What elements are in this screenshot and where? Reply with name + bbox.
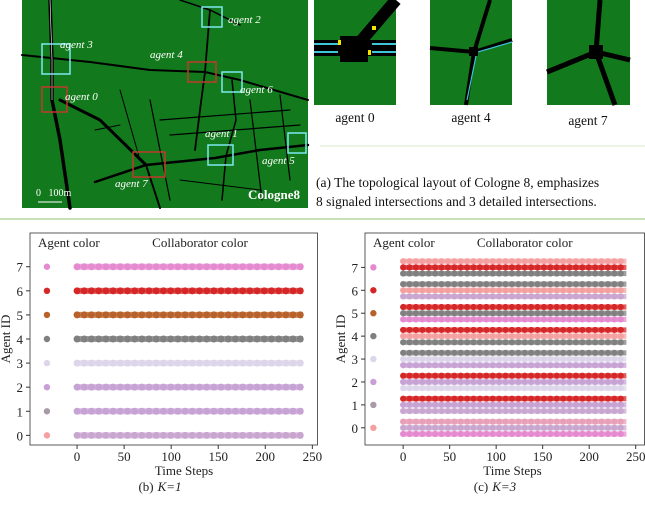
y-tick-label: 2	[17, 380, 24, 395]
scale-label: 0 100m	[36, 188, 72, 199]
x-axis-label: Time Steps	[155, 463, 213, 478]
collab-color-header: Collaborator color	[477, 235, 573, 250]
agent-dot	[370, 355, 377, 363]
x-tick-label: 50	[443, 449, 456, 464]
agent-dot	[43, 408, 51, 415]
y-tick-label: 4	[352, 329, 359, 344]
agent-label: agent 1	[205, 128, 238, 140]
detail-agent-0	[314, 0, 401, 105]
agent-dot	[370, 310, 377, 317]
y-tick-label: 0	[17, 428, 24, 443]
detail-agent-4	[429, 0, 513, 106]
chart: 0 50 100 150 200 250 0 1 2 3 4 5 6 7 Agent color Collab…	[333, 232, 645, 494]
y-axis-label: Agent ID	[0, 315, 13, 364]
caption: (c) K=3	[474, 479, 517, 494]
agent-label: agent 7	[115, 178, 148, 190]
x-tick-label: 100	[161, 449, 181, 464]
agent-dot	[370, 287, 377, 294]
y-tick-label: 3	[17, 356, 24, 371]
x-tick-label: 150	[208, 449, 228, 464]
x-tick-label: 200	[579, 449, 599, 464]
y-tick-label: 1	[17, 404, 24, 419]
chart: 0 50 100 150 200 250 0 1 2 3 4 5 6 7 Agent color Collab…	[0, 232, 323, 494]
agent-dot	[43, 311, 51, 319]
detail-label: agent 7	[568, 113, 608, 128]
x-tick-label: 50	[118, 449, 131, 464]
intersection-boxes	[41, 6, 307, 178]
x-tick-label: 250	[626, 449, 645, 464]
y-tick-label: 4	[17, 332, 24, 347]
caption: 8 signaled intersections and 3 detailed …	[316, 194, 597, 209]
agent-label: agent 5	[262, 155, 295, 167]
y-tick-label: 6	[352, 283, 359, 298]
x-tick-label: 250	[303, 449, 323, 464]
y-tick-label: 3	[352, 352, 359, 367]
y-tick-label: 0	[352, 421, 359, 436]
detail-label: agent 0	[335, 110, 375, 125]
y-tick-label: 1	[352, 398, 359, 413]
collab-color-header: Collaborator color	[152, 235, 248, 250]
x-tick-label: 0	[74, 449, 81, 464]
agent-dot	[43, 432, 51, 439]
caption-k: K=1	[157, 479, 182, 494]
y-axis-label: Agent ID	[333, 315, 348, 364]
caption: (b) K=1	[138, 479, 181, 494]
agent-dot	[370, 264, 377, 271]
map-name: Cologne8	[248, 187, 301, 202]
agent-dot	[370, 378, 377, 386]
map: agent 0 agent 1 agent 2 agent 3 agent 4 …	[21, 0, 310, 210]
agent-dot	[43, 263, 51, 270]
agent-label: agent 3	[60, 39, 93, 51]
x-axis-label: Time Steps	[483, 463, 541, 478]
y-tick-label: 5	[352, 306, 359, 321]
roads	[21, 0, 310, 210]
y-tick-label: 7	[352, 260, 359, 275]
agent-dot	[43, 359, 51, 367]
caption: (a) The topological layout of Cologne 8,…	[316, 175, 599, 190]
detail-agent-7	[546, 0, 631, 106]
agent-dot	[43, 335, 51, 343]
x-tick-label: 200	[256, 449, 276, 464]
y-tick-label: 6	[17, 284, 24, 299]
agent-dot	[43, 383, 51, 391]
agent-label: agent 6	[240, 84, 273, 96]
x-tick-label: 100	[486, 449, 506, 464]
caption-label: (c)	[474, 479, 488, 494]
y-tick-label: 5	[17, 308, 24, 323]
agent-label: agent 0	[65, 91, 98, 103]
caption-label: (b)	[138, 479, 153, 494]
agent-label: agent 4	[150, 49, 183, 61]
x-tick-label: 0	[400, 449, 407, 464]
y-tick-label: 7	[17, 260, 24, 275]
caption-k: K=3	[491, 479, 516, 494]
y-tick-label: 2	[352, 375, 359, 390]
detail-label: agent 4	[451, 110, 491, 125]
agent-color-header: Agent color	[373, 235, 435, 250]
agent-dot	[370, 424, 377, 432]
agent-color-header: Agent color	[38, 235, 100, 250]
agent-dot	[370, 401, 377, 409]
x-tick-label: 150	[533, 449, 553, 464]
agent-label: agent 2	[228, 14, 261, 26]
agent-dot	[43, 287, 51, 295]
agent-dot	[370, 332, 377, 340]
